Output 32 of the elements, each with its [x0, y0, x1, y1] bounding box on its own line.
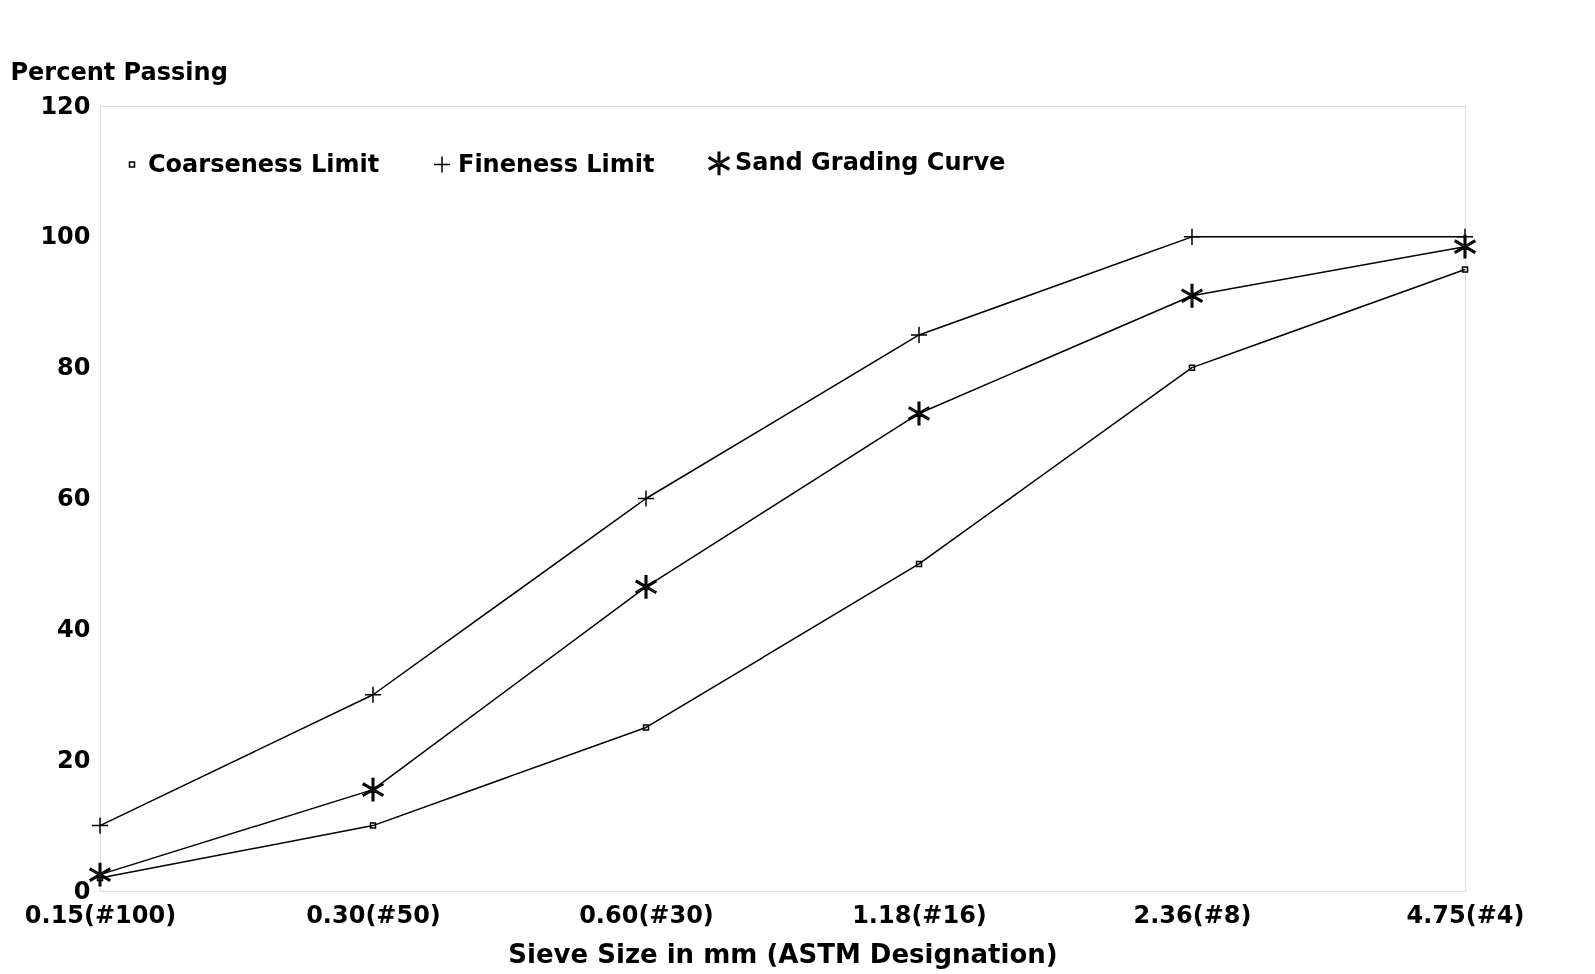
y-axis-title: Percent Passing	[10, 57, 228, 86]
y-tick-label: 120	[40, 91, 91, 120]
point	[908, 401, 930, 426]
y-tick-label: 80	[57, 353, 91, 382]
point	[637, 489, 655, 508]
point	[369, 822, 377, 829]
y-tick-label: 60	[57, 484, 91, 512]
x-tick-label: 4.75(#4)	[1406, 900, 1525, 929]
point	[915, 560, 923, 568]
point	[89, 862, 111, 887]
point	[364, 685, 382, 704]
point	[635, 574, 657, 599]
x-axis-title: Sieve Size in mm (ASTM Designation)	[508, 938, 1058, 969]
point	[1181, 283, 1203, 308]
point	[1188, 364, 1196, 371]
legend-label: Fineness Limit	[458, 149, 655, 178]
y-tick-label: 40	[57, 614, 91, 643]
y-tick-label: 100	[40, 222, 91, 251]
point	[91, 816, 109, 835]
point	[910, 326, 928, 344]
point	[642, 724, 650, 731]
legend-label: Coarseness Limit	[148, 149, 380, 178]
x-tick-label: 0.30(#50)	[306, 900, 441, 929]
point	[1461, 266, 1469, 273]
y-tick-label: 20	[57, 745, 91, 774]
legend-label: Sand Grading Curve	[735, 148, 1006, 177]
x-tick-label: 2.36(#8)	[1133, 900, 1252, 929]
point	[1454, 234, 1476, 259]
point	[1183, 227, 1201, 246]
point	[362, 777, 384, 802]
x-tick-label: 0.60(#30)	[579, 900, 714, 929]
x-tick-label: 1.18(#16)	[852, 900, 987, 929]
